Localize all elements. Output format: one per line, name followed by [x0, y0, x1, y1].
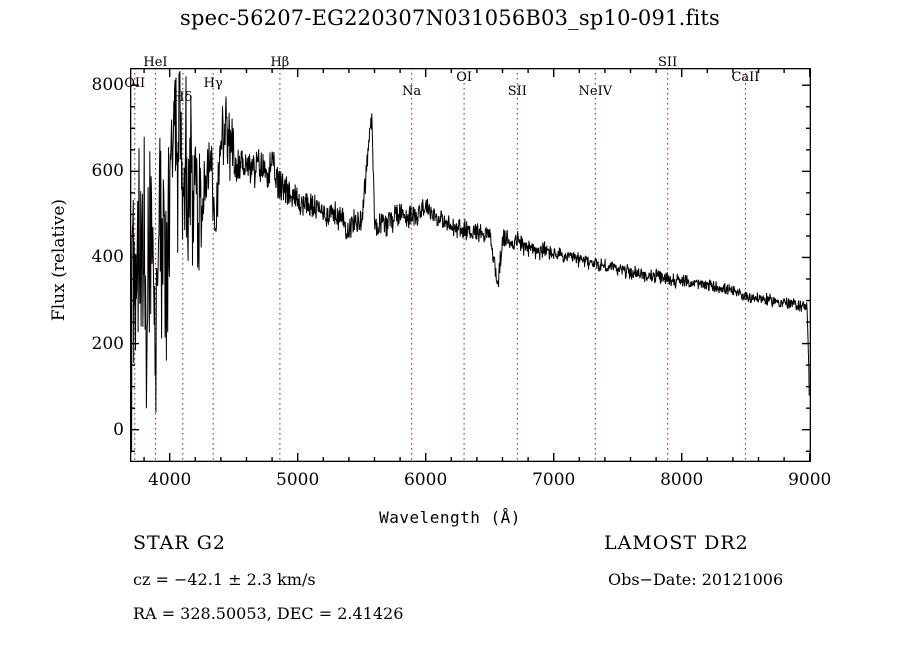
line-label-hβ: Hβ [270, 55, 290, 70]
line-label-neiv: NeIV [578, 84, 613, 99]
x-tick-label: 6000 [404, 470, 448, 490]
line-marker-gridlines [134, 68, 747, 462]
footer-left-line-2: RA = 328.50053, DEC = 2.41426 [133, 604, 404, 623]
x-tick-label: 8000 [660, 470, 704, 490]
x-tick-label: 5000 [276, 470, 320, 490]
page-title: spec-56207-EG220307N031056B03_sp10-091.f… [180, 6, 720, 30]
y-tick-label: 600 [91, 161, 124, 182]
footer-left-line-0: STAR G2 [133, 532, 226, 554]
footer-info: STAR G2 cz = −42.1 ± 2.3 km/s RA = 328.500… [0, 532, 900, 650]
line-label-oii: OII [124, 76, 146, 91]
y-tick-label: 800 [91, 75, 124, 96]
footer-right-line-1: Obs−Date: 20121006 [608, 570, 784, 589]
y-tick-label: 0 [113, 419, 124, 440]
spectrum-svg [130, 68, 811, 462]
y-tick-label: 200 [91, 333, 124, 354]
chart-plot-area [130, 68, 811, 462]
line-label-caii: CaII [731, 70, 760, 85]
line-label-sii: SII [658, 55, 678, 70]
y-axis-tick-labels: 0 200 400 600 800 [62, 0, 124, 650]
line-label-hγ: Hγ [203, 76, 223, 91]
line-label-oi: OI [456, 70, 472, 85]
line-label-hδ: Hδ [173, 90, 193, 105]
x-axis-label: Wavelength (Å) [379, 508, 521, 527]
y-tick-label: 400 [91, 247, 124, 268]
x-tick-label: 9000 [788, 470, 832, 490]
line-label-sii: SII [507, 84, 527, 99]
footer-right-line-0: LAMOST DR2 [604, 532, 749, 554]
x-tick-label: 7000 [532, 470, 576, 490]
line-label-hei: HeI [143, 55, 168, 70]
footer-left-line-1: cz = −42.1 ± 2.3 km/s [133, 570, 316, 589]
x-tick-label: 4000 [148, 470, 192, 490]
spectrum-trace [130, 71, 810, 453]
line-label-na: Na [402, 84, 422, 99]
